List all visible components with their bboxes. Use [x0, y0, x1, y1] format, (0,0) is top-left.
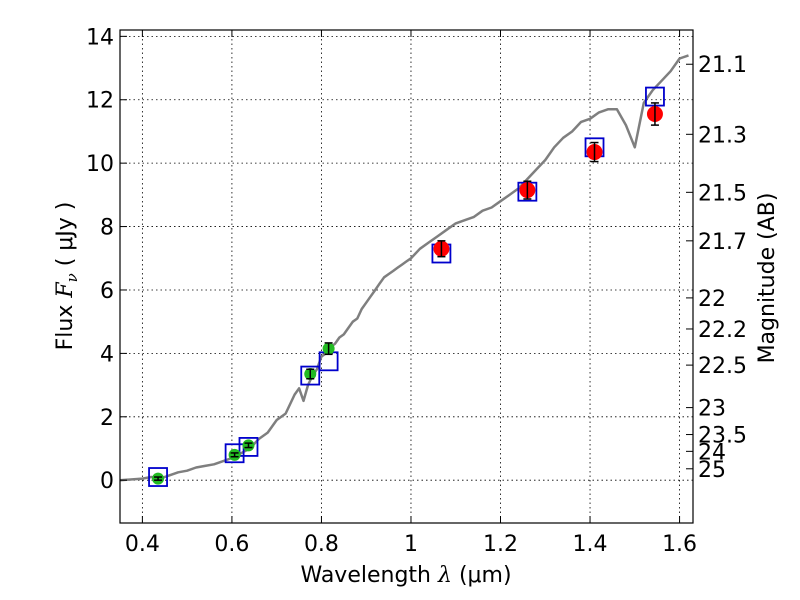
x-tick-label: 0.8 [304, 532, 339, 557]
y-axis-label-symbol: F [53, 282, 78, 299]
magnitude-tick-label: 22.2 [698, 318, 747, 343]
magnitude-tick-label: 22 [698, 287, 726, 312]
model-photometry-square [148, 467, 168, 487]
x-tick-label: 0.6 [214, 532, 249, 557]
x-axis-label-unit: (μm) [459, 563, 512, 588]
magnitude-tick-label: 24 [698, 440, 726, 465]
y-axis-label: Flux Fν ( μJy ) [53, 202, 81, 351]
x-tick-label: 0.4 [125, 532, 160, 557]
magnitude-tick-label: 22.5 [698, 354, 747, 379]
model-sed-line [119, 54, 689, 482]
y-axis-label-unit: ( μJy ) [53, 202, 78, 267]
y-ticks: 0 2 4 6 8 10 12 14 [86, 25, 127, 494]
magnitude-tick-label: 21.5 [698, 181, 747, 206]
y-tick-label: 10 [86, 152, 114, 177]
model-photometry-square [300, 365, 321, 386]
magnitude-tick-label: 25 [698, 458, 726, 483]
x-axis-label-text: Wavelength [300, 563, 431, 588]
x-tick-label: 1.2 [483, 532, 518, 557]
x-tick-label: 1 [404, 532, 418, 557]
model-photometry-square [224, 443, 245, 464]
x-ticks: 0.4 0.6 0.8 1 1.2 1.4 1.6 [125, 30, 697, 557]
y-tick-label: 6 [100, 279, 114, 304]
model-photometry-square [238, 437, 259, 457]
x-tick-label: 1.4 [573, 532, 608, 557]
y-axis-label-sub: ν [63, 273, 81, 282]
y-tick-label: 8 [100, 216, 114, 241]
y2-axis-label: Magnitude (AB) [755, 193, 780, 364]
magnitude-tick-label: 23.5 [698, 424, 747, 449]
x-axis-label-symbol: λ [437, 563, 452, 588]
x-tick-label: 1.6 [662, 532, 697, 557]
x-axis-label: Wavelength λ (μm) [300, 563, 511, 588]
magnitude-tick-label: 21.1 [698, 53, 747, 78]
magnitude-tick-label: 21.7 [698, 230, 747, 255]
y-tick-label: 4 [100, 342, 114, 367]
magnitude-tick-label: 23 [698, 397, 726, 422]
y-tick-label: 12 [86, 89, 114, 114]
y-tick-label: 0 [100, 469, 114, 494]
grid-layer [120, 30, 693, 523]
y-tick-label: 2 [100, 406, 114, 431]
magnitude-tick-label: 21.3 [698, 123, 747, 148]
marker-layer [148, 86, 665, 487]
y-axis-label-text: Flux [53, 305, 78, 351]
y-tick-label: 14 [86, 25, 114, 50]
plot-frame [119, 29, 694, 524]
model-line-layer [119, 54, 689, 482]
